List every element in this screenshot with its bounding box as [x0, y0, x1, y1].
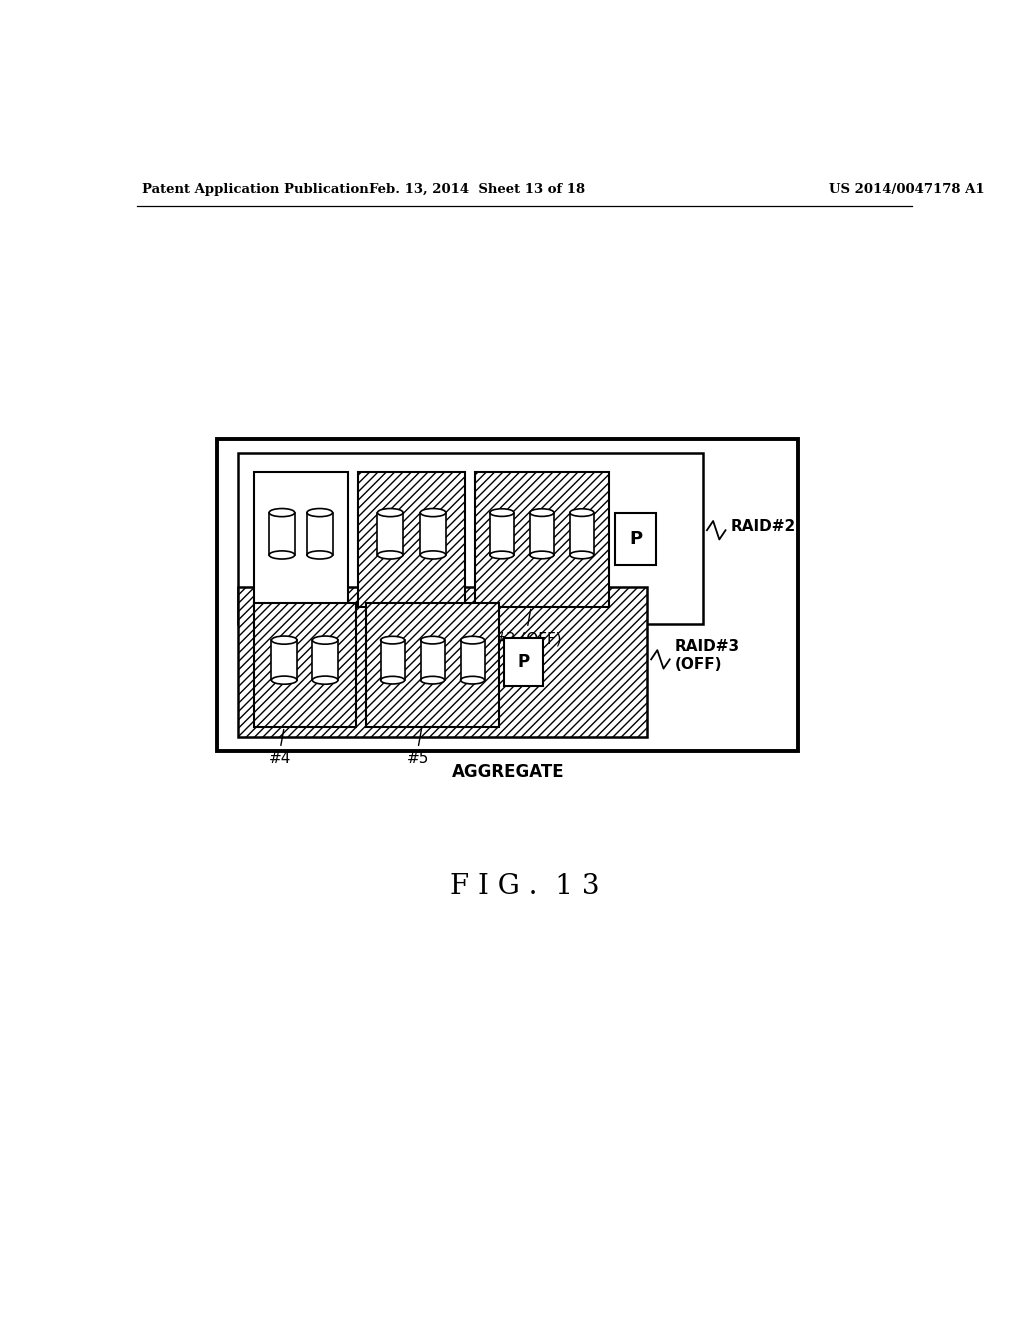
Ellipse shape [489, 552, 514, 558]
Ellipse shape [569, 552, 594, 558]
Ellipse shape [312, 676, 338, 684]
Ellipse shape [271, 636, 297, 644]
Ellipse shape [529, 508, 554, 516]
Text: Feb. 13, 2014  Sheet 13 of 18: Feb. 13, 2014 Sheet 13 of 18 [369, 183, 585, 197]
Bar [615, 512, 655, 565]
Text: #2 (OFF): #2 (OFF) [365, 631, 433, 647]
Ellipse shape [529, 552, 554, 558]
Bar [569, 512, 594, 554]
Bar [358, 471, 465, 607]
Ellipse shape [569, 508, 594, 516]
Text: RAID#3
(OFF): RAID#3 (OFF) [675, 639, 739, 672]
Text: #4: #4 [269, 751, 292, 767]
Text: P: P [517, 653, 529, 672]
Bar [238, 587, 647, 738]
Bar [381, 640, 404, 680]
Ellipse shape [269, 550, 295, 558]
Bar [366, 603, 500, 726]
Ellipse shape [421, 636, 444, 644]
Ellipse shape [461, 676, 484, 684]
Ellipse shape [378, 550, 403, 558]
Ellipse shape [461, 636, 484, 644]
Text: Patent Application Publication: Patent Application Publication [142, 183, 369, 197]
Text: AGGREGATE: AGGREGATE [452, 763, 564, 781]
Ellipse shape [420, 550, 445, 558]
Bar [489, 512, 514, 554]
Ellipse shape [269, 508, 295, 516]
Bar [378, 512, 403, 554]
Ellipse shape [421, 676, 444, 684]
Bar [475, 471, 608, 607]
Text: F I G .  1 3: F I G . 1 3 [451, 873, 599, 899]
Ellipse shape [420, 508, 445, 516]
Text: US 2014/0047178 A1: US 2014/0047178 A1 [829, 183, 985, 197]
Text: #1: #1 [274, 631, 297, 647]
Bar [504, 639, 543, 686]
Bar [238, 453, 703, 624]
Ellipse shape [307, 508, 333, 516]
Ellipse shape [489, 508, 514, 516]
Bar [529, 512, 554, 554]
Bar [217, 440, 799, 751]
Bar [254, 471, 348, 607]
Bar [420, 512, 445, 554]
Ellipse shape [271, 676, 297, 684]
Text: #5: #5 [407, 751, 429, 767]
Ellipse shape [312, 636, 338, 644]
Bar [461, 640, 484, 680]
Bar [312, 640, 338, 680]
Bar [254, 603, 356, 726]
Bar [307, 512, 333, 554]
Ellipse shape [307, 550, 333, 558]
Bar [269, 512, 295, 554]
Ellipse shape [381, 636, 404, 644]
Bar [271, 640, 297, 680]
Bar [421, 640, 444, 680]
Ellipse shape [378, 508, 403, 516]
Text: P: P [629, 529, 642, 548]
Text: #3 (OFF): #3 (OFF) [493, 631, 561, 647]
Ellipse shape [381, 676, 404, 684]
Text: RAID#2: RAID#2 [730, 519, 796, 533]
